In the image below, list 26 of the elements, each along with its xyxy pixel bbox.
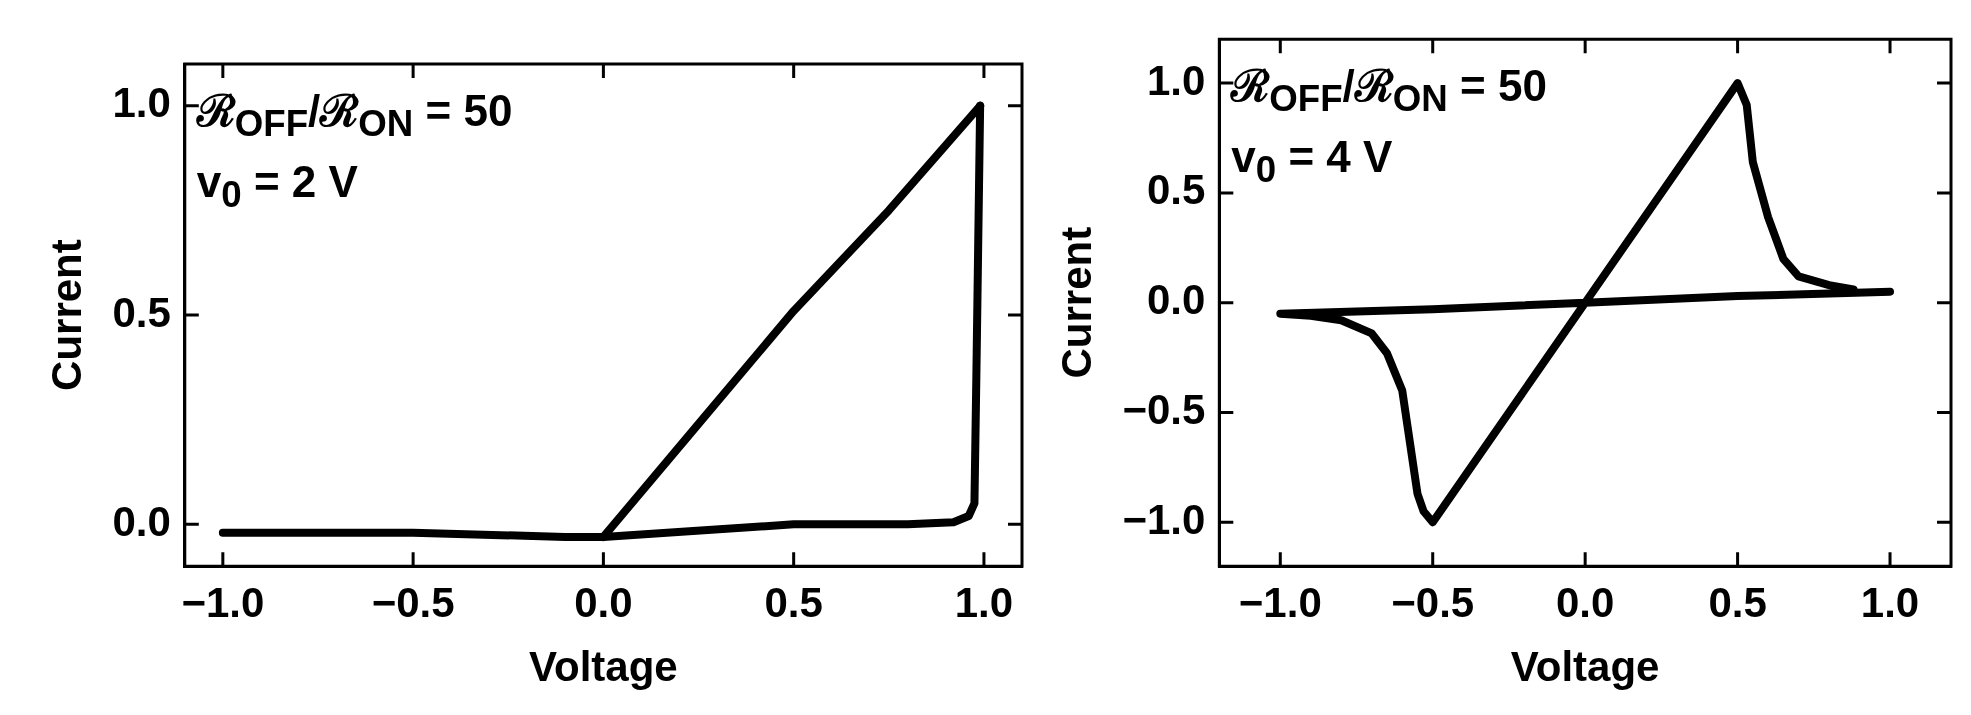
y-tick-label: 0.5 bbox=[1146, 166, 1206, 214]
annotation: v$_{0}$ = 2 V bbox=[196, 155, 359, 217]
annotation: v$_{0}$ = 4 V bbox=[1231, 131, 1394, 192]
x-tick-label: −1.0 bbox=[181, 578, 265, 626]
y-axis-title: Current bbox=[1052, 226, 1100, 379]
x-tick-label: −0.5 bbox=[371, 578, 455, 626]
y-tick-label: −1.0 bbox=[1122, 495, 1206, 543]
y-tick-label: 1.0 bbox=[112, 79, 171, 127]
y-tick-label: 1.0 bbox=[1146, 56, 1206, 104]
x-axis-title: Voltage bbox=[1510, 643, 1660, 691]
x-tick-label: 1.0 bbox=[954, 578, 1014, 626]
x-axis-title: Voltage bbox=[529, 643, 678, 691]
y-tick-label: 0.0 bbox=[1146, 276, 1206, 324]
y-tick-label: 0.0 bbox=[112, 497, 171, 545]
x-tick-label: −0.5 bbox=[1391, 578, 1475, 626]
x-tick-label: 0.0 bbox=[574, 578, 633, 626]
annotation: ℛ$_{OFF}$/ℛ$_{ON}$ = 50 bbox=[196, 85, 513, 146]
x-tick-label: 0.0 bbox=[1555, 578, 1615, 626]
y-axis-title: Current bbox=[42, 239, 90, 391]
x-tick-label: 0.5 bbox=[764, 578, 823, 626]
y-tick-label: 0.5 bbox=[112, 288, 171, 336]
x-tick-label: 1.0 bbox=[1860, 578, 1920, 626]
y-tick-label: −0.5 bbox=[1122, 386, 1206, 434]
annotation: ℛ$_{OFF}$/ℛ$_{ON}$ = 50 bbox=[1231, 60, 1547, 121]
x-tick-label: 0.5 bbox=[1708, 578, 1767, 626]
x-tick-label: −1.0 bbox=[1238, 578, 1322, 626]
